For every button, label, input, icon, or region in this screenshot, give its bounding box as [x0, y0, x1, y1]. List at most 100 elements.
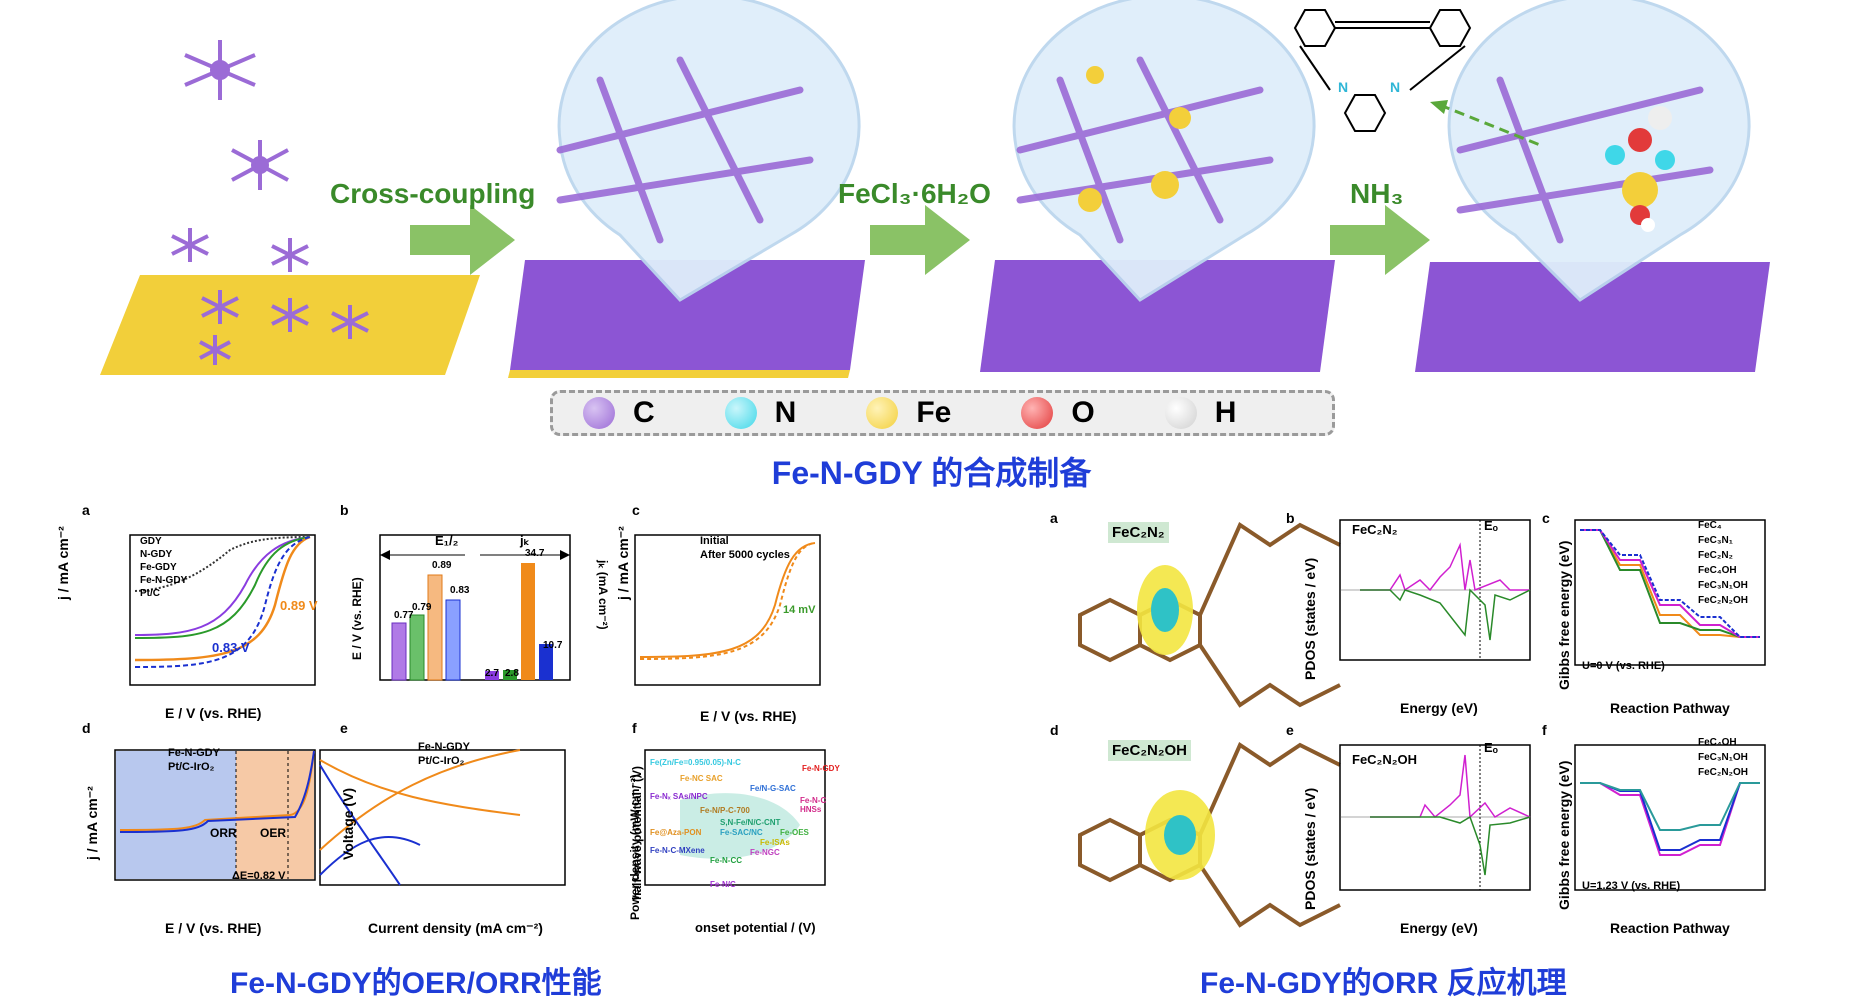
legend-item-h: H [1164, 396, 1236, 430]
legend-item-n: N [724, 396, 796, 430]
right-panel-f-letter: f [1542, 722, 1547, 738]
pdos-e [1339, 744, 1531, 891]
bar-j-ngdy [485, 671, 499, 680]
right-panel-a-label: FeC₂N₂ [1108, 522, 1169, 543]
panel-a-legend: GDY N-GDY Fe-GDY Fe-N-GDY Pt/C [140, 536, 188, 599]
arrow-1 [410, 205, 515, 275]
panel-b-j-label: jₖ [520, 533, 530, 548]
structure-a [1078, 522, 1341, 708]
right-panel-d-letter: d [1050, 722, 1059, 738]
carbon-ball-icon [583, 397, 615, 429]
bubble-3 [1447, 0, 1751, 302]
hydrogen-ball-icon [1164, 397, 1197, 429]
chemical-structure [1293, 9, 1472, 132]
right-panel-c-xlabel: Reaction Pathway [1610, 700, 1730, 716]
right-panel-a-letter: a [1050, 510, 1058, 526]
element-legend: C N Fe O H [550, 390, 1335, 436]
bar-e-ngdy [391, 622, 407, 681]
bar-j-fegdy [503, 670, 517, 680]
panel-d-ylabel: j / mA cm⁻² [84, 786, 100, 860]
panel-a-xlabel: E / V (vs. RHE) [165, 705, 262, 721]
fe-gdy-film [980, 260, 1335, 372]
performance-caption: Fe-N-GDY的OER/ORR性能 [230, 967, 602, 1000]
left-panel-e-letter: e [340, 720, 348, 736]
legend-item-c: C [583, 396, 655, 430]
left-panel-c-letter: c [632, 502, 640, 518]
arrow-2 [870, 205, 970, 275]
panel-f [644, 749, 826, 886]
svg-text:N: N [1338, 79, 1348, 95]
gibbs-c [1574, 519, 1766, 666]
right-panel-e-ylabel: PDOS (states / eV) [1302, 787, 1318, 910]
molecule-2 [231, 140, 289, 190]
right-panel-c-annot: U=0 V (vs. RHE) [1582, 660, 1665, 672]
bubble-2 [1012, 0, 1316, 302]
panel-c-xlabel: E / V (vs. RHE) [700, 708, 797, 724]
panel-e-ylabel-left: Voltage (V) [340, 787, 356, 860]
legend-item-o: O [1021, 396, 1095, 430]
right-panel-f-ylabel: Gibbs free energy (eV) [1556, 760, 1572, 910]
panel-a-annot-083: 0.83 V [212, 640, 250, 655]
legend-item-fe: Fe [866, 396, 951, 430]
iron-ball-icon [866, 397, 899, 429]
panel-c [634, 534, 821, 686]
panel-d-orr: ORR [210, 826, 237, 840]
panel-b-ylabel-right: jₖ (mA cm⁻²) [596, 560, 610, 630]
panel-d-oer: OER [260, 826, 287, 840]
right-panel-e-letter: e [1286, 722, 1294, 738]
panel-a-annot-089: 0.89 V [280, 598, 318, 613]
right-panel-c-legend: FeC₄ FeC₃N₁ FeC₂N₂ FeC₄OH FeC₃N₁OH FeC₂N₂OH [1698, 520, 1748, 606]
nitrogen-ball-icon [724, 397, 757, 429]
panel-b [379, 534, 571, 681]
panel-a-ylabel: j / mA cm⁻² [55, 526, 71, 600]
panel-f-ylabel: half-wave potential / (V) [630, 765, 644, 900]
left-panel-f-letter: f [632, 720, 637, 736]
arrow-label-nh3: NH₃ [1350, 178, 1404, 209]
panel-d-delta: ΔE=0.82 V [232, 870, 286, 882]
arrow-label-fecl3: FeCl₃·6H₂O [838, 178, 991, 209]
panel-c-ylabel: j / mA cm⁻² [615, 526, 631, 600]
bar-e-ptc [445, 599, 461, 681]
panel-c-legend: Initial After 5000 cycles [700, 535, 790, 561]
right-panel-d-label: FeC₂N₂OH [1108, 740, 1191, 761]
synthesis-caption: Fe-N-GDY 的合成制备 [771, 455, 1092, 491]
fe-n-gdy-film [1415, 262, 1770, 372]
right-panel-b-xlabel: Energy (eV) [1400, 700, 1478, 716]
gibbs-f [1574, 744, 1766, 891]
molecule-3 [171, 228, 209, 262]
right-panel-f-legend: FeC₄OH FeC₃N₁OH FeC₂N₂OH [1698, 737, 1748, 778]
bar-j-ptc [539, 644, 553, 680]
right-panel-f-annot: U=1.23 V (vs. RHE) [1582, 880, 1681, 892]
right-panel-b-label: FeC₂N₂ [1352, 522, 1398, 537]
mechanism-caption: Fe-N-GDY的ORR 反应机理 [1200, 967, 1567, 1000]
gdy-film-1 [508, 260, 865, 378]
oxygen-ball-icon [1021, 397, 1054, 429]
panel-d-xlabel: E / V (vs. RHE) [165, 920, 262, 936]
molecule-4 [271, 238, 309, 272]
panel-e [319, 749, 566, 886]
bar-e-fengdy [427, 574, 443, 681]
bubble-1 [557, 0, 861, 302]
right-panel-c-letter: c [1542, 510, 1550, 526]
bar-e-fegdy [409, 614, 425, 681]
panel-c-annot: 14 mV [783, 604, 816, 616]
arrow-3 [1330, 205, 1430, 275]
left-panel-b-letter: b [340, 502, 349, 518]
panel-f-xlabel: onset potential / (V) [695, 920, 816, 935]
panel-f-points: Fe(Zn/Fe=0.95/0.05)-N-C Fe-N-GDY Fe-NC S… [650, 758, 840, 889]
panel-d-legend: Fe-N-GDY Pt/C-IrO₂ [168, 747, 220, 773]
molecule-1 [184, 40, 256, 100]
bar-j-fengdy [521, 563, 535, 680]
right-panel-e-xlabel: Energy (eV) [1400, 920, 1478, 936]
panel-e-xlabel: Current density (mA cm⁻²) [368, 920, 543, 936]
molecule-5 [201, 290, 239, 324]
panel-d [114, 749, 316, 881]
panel-b-e-label: E₁/₂ [435, 533, 459, 548]
left-panel-a-letter: a [82, 502, 90, 518]
left-panel-d-letter: d [82, 720, 91, 736]
right-panel-f-xlabel: Reaction Pathway [1610, 920, 1730, 936]
mechanism-figure [1078, 519, 1766, 928]
pdos-b [1339, 519, 1531, 661]
right-panel-e-ef: Eₒ [1484, 740, 1499, 755]
right-panel-e-label: FeC₂N₂OH [1352, 752, 1417, 767]
